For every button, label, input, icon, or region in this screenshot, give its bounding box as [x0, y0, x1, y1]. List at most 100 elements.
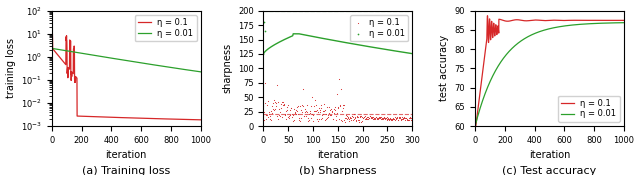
- η = 0.1: [385, 118, 396, 120]
- η = 0.1: [348, 115, 358, 118]
- η = 0.1: [348, 118, 358, 121]
- η = 0.1: [332, 115, 342, 118]
- η = 0.01: [189, 70, 197, 72]
- η = 0.1: [371, 118, 381, 120]
- η = 0.1: [296, 111, 307, 113]
- η = 0.1: [292, 110, 302, 112]
- η = 0.1: [383, 117, 393, 120]
- η = 0.1: [267, 104, 277, 107]
- η = 0.1: [297, 104, 307, 107]
- η = 0.1: [49, 33, 56, 35]
- η = 0.1: [388, 117, 398, 120]
- η = 0.1: [364, 117, 374, 120]
- η = 0.1: [380, 117, 390, 120]
- η = 0.1: [378, 116, 388, 118]
- η = 0.1: [400, 116, 410, 119]
- η = 0.1: [278, 103, 289, 106]
- η = 0.1: [285, 108, 295, 111]
- η = 0.1: [370, 118, 380, 121]
- η = 0.1: [398, 117, 408, 120]
- η = 0.1: [299, 115, 309, 118]
- η = 0.01: [588, 23, 595, 25]
- η = 0.1: [332, 93, 342, 96]
- η = 0.1: [342, 116, 353, 119]
- η = 0.1: [380, 118, 390, 121]
- η = 0.1: [284, 117, 294, 119]
- η = 0.1: [349, 115, 360, 118]
- η = 0.1: [362, 117, 372, 120]
- η = 0.1: [344, 118, 355, 121]
- η = 0.01: [57, 49, 65, 51]
- η = 0.1: [362, 116, 372, 119]
- η = 0.1: [294, 116, 304, 119]
- η = 0.1: [367, 117, 378, 120]
- η = 0.1: [320, 108, 330, 111]
- η = 0.1: [365, 116, 376, 119]
- η = 0.1: [397, 116, 408, 118]
- η = 0.1: [393, 118, 403, 121]
- η = 0.1: [394, 116, 404, 119]
- η = 0.01: [593, 22, 600, 25]
- η = 0.1: [298, 105, 308, 108]
- η = 0.01: [260, 30, 270, 32]
- η = 0.1: [281, 110, 291, 112]
- η = 0.1: [376, 115, 386, 118]
- η = 0.1: [390, 116, 400, 119]
- η = 0.1: [362, 116, 372, 119]
- η = 0.1: [356, 121, 366, 124]
- η = 0.1: [321, 118, 331, 121]
- η = 0.1: [278, 103, 289, 106]
- η = 0.1: [272, 114, 282, 117]
- η = 0.1: [381, 118, 392, 121]
- η = 0.1: [170, 118, 177, 120]
- η = 0.1: [316, 104, 326, 107]
- η = 0.1: [328, 118, 338, 121]
- η = 0.1: [278, 100, 288, 103]
- η = 0.1: [262, 104, 272, 107]
- η = 0.1: [378, 117, 388, 120]
- X-axis label: iteration: iteration: [106, 150, 147, 160]
- η = 0.1: [369, 117, 380, 120]
- η = 0.1: [355, 114, 365, 117]
- η = 0.1: [365, 115, 375, 118]
- η = 0.1: [353, 119, 363, 121]
- η = 0.1: [273, 118, 284, 121]
- η = 0.01: [164, 66, 172, 68]
- η = 0.1: [382, 118, 392, 121]
- η = 0.1: [306, 117, 316, 119]
- η = 0.1: [347, 114, 357, 117]
- η = 0.1: [78, 115, 86, 117]
- η = 0.1: [325, 108, 335, 111]
- η = 0.1: [180, 118, 188, 120]
- η = 0.01: [603, 22, 611, 24]
- η = 0.1: [323, 114, 333, 116]
- η = 0.1: [323, 116, 333, 119]
- η = 0.1: [394, 118, 404, 121]
- η = 0.1: [405, 116, 415, 119]
- η = 0.1: [283, 116, 293, 118]
- η = 0.01: [471, 125, 479, 127]
- η = 0.1: [331, 119, 341, 122]
- η = 0.1: [387, 119, 397, 121]
- η = 0.1: [374, 117, 384, 120]
- η = 0.1: [316, 107, 326, 110]
- η = 0.1: [305, 110, 316, 113]
- Legend: η = 0.1, η = 0.01: η = 0.1, η = 0.01: [558, 96, 620, 122]
- η = 0.1: [313, 120, 323, 123]
- η = 0.1: [290, 111, 300, 114]
- η = 0.1: [343, 116, 353, 119]
- Title: (a) Training loss: (a) Training loss: [82, 166, 170, 175]
- η = 0.1: [272, 83, 282, 86]
- η = 0.1: [399, 116, 410, 119]
- Y-axis label: sharpness: sharpness: [222, 43, 232, 93]
- η = 0.1: [269, 100, 280, 103]
- η = 0.1: [305, 105, 316, 108]
- η = 0.1: [355, 115, 365, 118]
- η = 0.1: [358, 117, 368, 120]
- η = 0.1: [360, 117, 371, 120]
- η = 0.1: [265, 118, 275, 120]
- η = 0.1: [259, 119, 269, 122]
- η = 0.1: [386, 118, 396, 120]
- η = 0.1: [389, 118, 399, 120]
- η = 0.1: [357, 116, 367, 119]
